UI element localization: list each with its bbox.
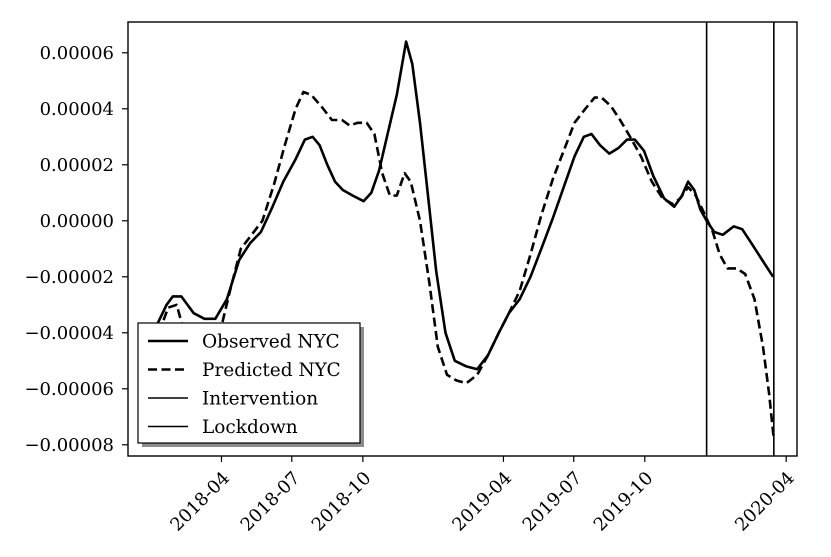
y-tick-label: −0.00006 — [24, 379, 114, 400]
plot-frame — [127, 21, 798, 457]
plot-area — [154, 22, 776, 456]
x-tick-label: 2019-10 — [590, 468, 658, 536]
legend-label: Predicted NYC — [202, 360, 341, 381]
y-tick-label: −0.00004 — [24, 323, 114, 344]
y-tick-label: −0.00002 — [24, 267, 114, 288]
series-observed-nyc-line — [154, 40, 775, 371]
x-tick-label: 2018-07 — [237, 468, 305, 536]
legend-label: Lockdown — [202, 417, 298, 438]
legend-box — [137, 322, 361, 444]
y-tick-label: 0.00004 — [40, 99, 114, 120]
x-tick-label: 2018-04 — [166, 468, 234, 536]
y-tick-label: 0.00000 — [40, 211, 114, 232]
x-tick-label: 2019-07 — [519, 468, 587, 536]
series-predicted-nyc-line — [157, 90, 776, 440]
x-tick-label: 2018-10 — [308, 468, 376, 536]
y-tick-label: 0.00002 — [40, 155, 114, 176]
x-tick-label: 2020-04 — [731, 468, 799, 536]
x-tick-label: 2019-04 — [448, 468, 516, 536]
y-tick-label: −0.00008 — [24, 435, 114, 456]
y-tick-label: 0.00006 — [40, 43, 114, 64]
legend-label: Intervention — [202, 389, 318, 410]
axes: 0.00006 0.00004 0.00002 0.00000 −0.00002 −0.0… — [24, 21, 799, 536]
legend: Observed NYC Predicted NYC Intervention Loc… — [137, 322, 364, 447]
legend-label: Observed NYC — [202, 332, 340, 353]
